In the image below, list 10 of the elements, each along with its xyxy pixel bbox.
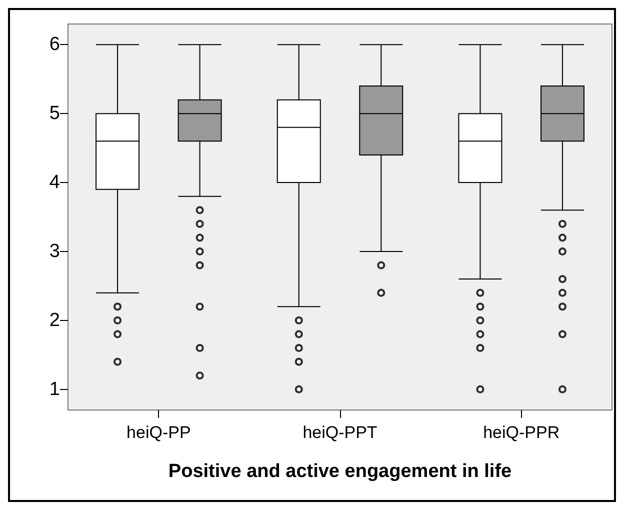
x-axis-title: Positive and active engagement in life xyxy=(168,461,512,482)
y-tick-label: 6 xyxy=(49,34,60,56)
x-tick-label: heiQ-PPR xyxy=(483,423,560,442)
y-tick-label: 3 xyxy=(49,240,60,262)
y-tick-label: 5 xyxy=(49,103,60,124)
y-tick-label: 4 xyxy=(49,172,60,194)
y-tick-label: 1 xyxy=(49,378,60,400)
x-tick-label: heiQ-PPT xyxy=(302,423,378,442)
y-tick-label: 2 xyxy=(49,310,60,331)
x-tick-label: heiQ-PP xyxy=(126,423,191,442)
